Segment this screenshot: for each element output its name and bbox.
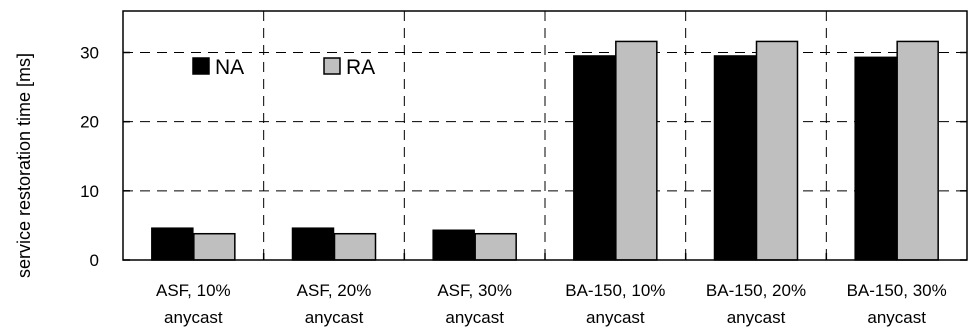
bar-ra-5 [896, 40, 939, 261]
x-tick-label: ASF, 30% [437, 281, 512, 300]
bar-ra-1 [333, 232, 377, 261]
y-axis-label: service restoration time [ms] [14, 53, 34, 278]
legend: NA RA [192, 56, 375, 79]
bar-ra-2 [474, 232, 517, 261]
y-tick-label: 10 [80, 182, 99, 201]
x-tick-label: anycast [445, 308, 504, 327]
x-tick-label: anycast [867, 308, 926, 327]
bar-na-3 [573, 55, 616, 261]
x-tick-label: anycast [305, 308, 364, 327]
bar-na-0 [151, 227, 194, 261]
legend-label-na: NA [215, 56, 244, 79]
x-tick-label: anycast [164, 308, 223, 327]
x-tick-label: BA-150, 10% [565, 281, 665, 300]
bars [151, 40, 939, 261]
y-tick-label: 30 [80, 44, 99, 63]
bar-na-5 [854, 56, 897, 261]
x-tick-label: anycast [727, 308, 786, 327]
x-tick-label: ASF, 20% [297, 281, 372, 300]
bar-na-2 [432, 229, 475, 261]
x-tick-label: ASF, 10% [156, 281, 231, 300]
bar-na-4 [713, 55, 757, 261]
legend-swatch-na [192, 57, 210, 75]
x-tick-label: BA-150, 30% [847, 281, 947, 300]
bar-ra-3 [615, 40, 658, 261]
bar-ra-4 [755, 40, 799, 261]
legend-label-ra: RA [346, 56, 375, 79]
grid [123, 11, 967, 260]
legend-swatch-ra [323, 57, 341, 75]
y-tick-label: 0 [90, 251, 99, 270]
bar-na-1 [291, 227, 335, 261]
axis-ticks: 0 10 20 30 ASF, 10% anycast ASF, 20% anycast ASF… [80, 44, 967, 327]
bar-ra-0 [193, 232, 236, 261]
x-tick-label: anycast [586, 308, 645, 327]
y-tick-label: 20 [80, 113, 99, 132]
x-tick-label: BA-150, 20% [706, 281, 806, 300]
